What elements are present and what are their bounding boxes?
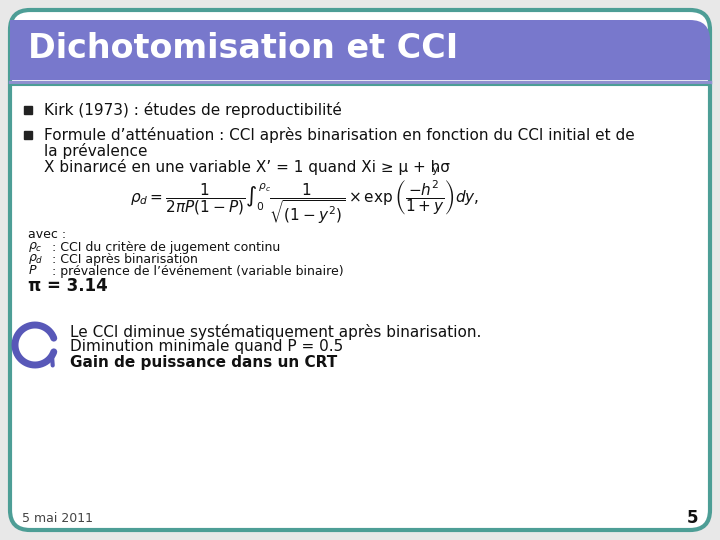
Text: avec :: avec : <box>28 227 66 240</box>
Text: Formule d’atténuation : CCI après binarisation en fonction du CCI initial et de: Formule d’atténuation : CCI après binari… <box>44 127 635 143</box>
Text: y: y <box>432 165 438 175</box>
Text: $\rho_d$: $\rho_d$ <box>28 252 43 266</box>
Text: $\rho_c$: $\rho_c$ <box>28 240 42 254</box>
Text: : CCI après binarisation: : CCI après binarisation <box>52 253 198 266</box>
Text: Kirk (1973) : études de reproductibilité: Kirk (1973) : études de reproductibilité <box>44 102 342 118</box>
Text: 5 mai 2011: 5 mai 2011 <box>22 511 93 524</box>
FancyBboxPatch shape <box>10 20 710 80</box>
Text: : prévalence de l’événement (variable binaire): : prévalence de l’événement (variable bi… <box>52 265 343 278</box>
Text: Gain de puissance dans un CRT: Gain de puissance dans un CRT <box>70 354 337 369</box>
Text: Diminution minimale quand P = 0.5: Diminution minimale quand P = 0.5 <box>70 340 343 354</box>
Text: Dichotomisation et CCI: Dichotomisation et CCI <box>28 32 458 65</box>
Text: $P$: $P$ <box>28 265 37 278</box>
Text: $\rho_d = \dfrac{1}{2\pi P(1-P)} \int_0^{\rho_c} \dfrac{1}{\sqrt{(1-y^2)}} \time: $\rho_d = \dfrac{1}{2\pi P(1-P)} \int_0^… <box>130 178 480 226</box>
Text: X binarисé en une variable X’ = 1 quand Xi ≥ μ + hσ: X binarисé en une variable X’ = 1 quand … <box>44 159 450 175</box>
Bar <box>10 50 710 80</box>
Text: π = 3.14: π = 3.14 <box>28 277 108 295</box>
FancyBboxPatch shape <box>10 10 710 530</box>
Bar <box>10 20 40 80</box>
Text: 5: 5 <box>686 509 698 527</box>
Text: : CCI du critère de jugement continu: : CCI du critère de jugement continu <box>52 240 280 253</box>
Text: la prévalence: la prévalence <box>44 143 148 159</box>
Text: Le CCI diminue systématiquement après binarisation.: Le CCI diminue systématiquement après bi… <box>70 324 482 340</box>
